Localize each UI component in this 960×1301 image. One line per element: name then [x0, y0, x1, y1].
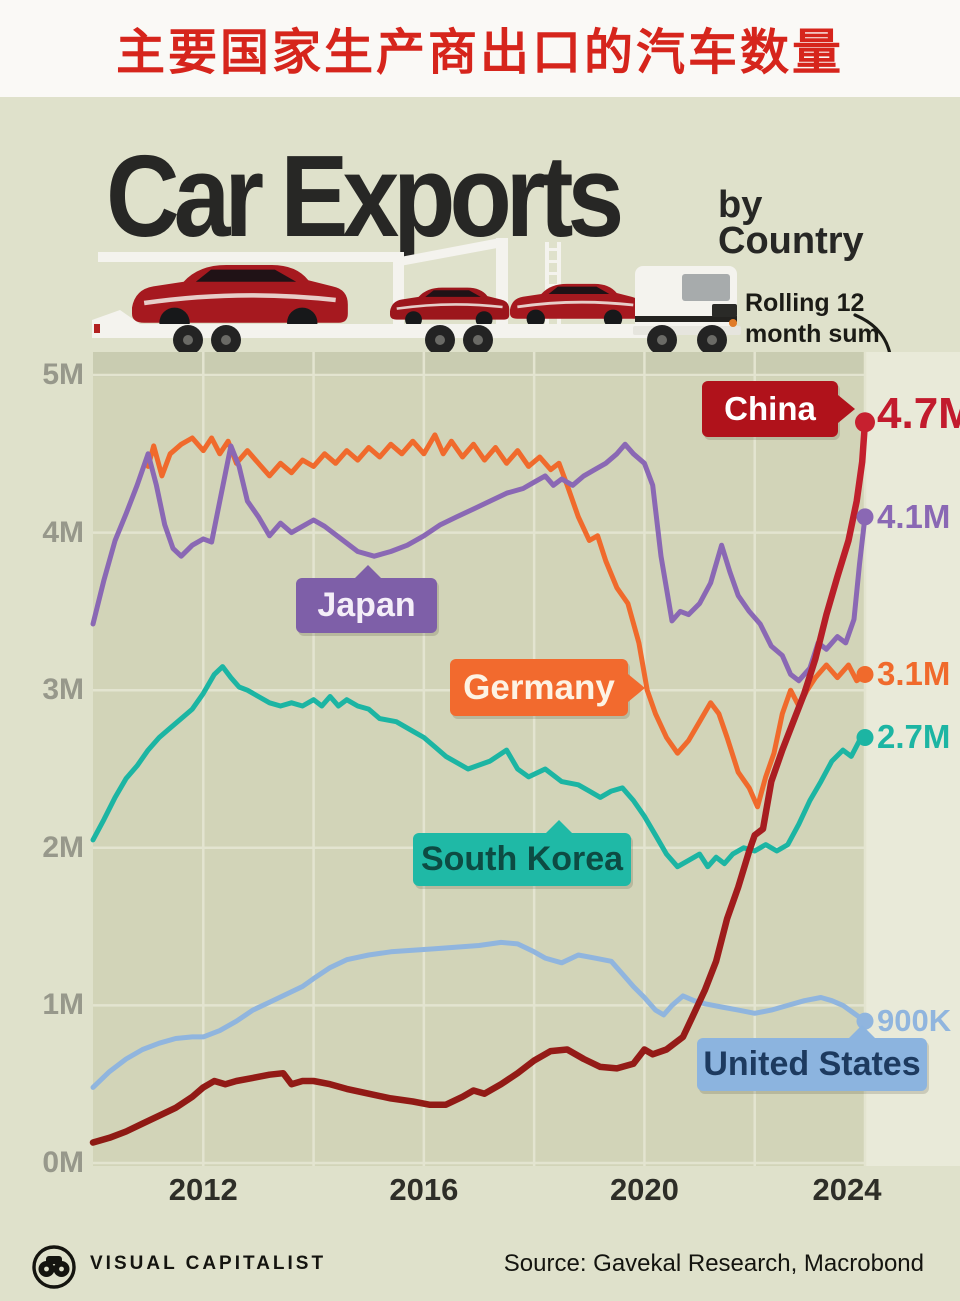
x-tick-2020: 2020 — [609, 1172, 679, 1207]
y-tick-2M: 2M — [42, 830, 84, 864]
x-tick-2016: 2016 — [389, 1172, 459, 1207]
chart-value-strip — [865, 352, 960, 1166]
brand-wordmark: VISUAL CAPITALIST — [90, 1253, 327, 1274]
subtitle-line2: Country — [718, 220, 864, 262]
y-tick-3M: 3M — [42, 673, 84, 707]
chart-plot-headroom — [93, 352, 865, 377]
y-tick-1M: 1M — [42, 988, 84, 1022]
end-value-japan: 4.1M — [877, 497, 951, 535]
page-title: Car Exports — [106, 131, 624, 262]
subtitle-line1: by — [718, 184, 763, 226]
y-tick-5M: 5M — [42, 358, 84, 391]
callout-germany-label: Germany — [463, 667, 615, 707]
x-tick-2012: 2012 — [168, 1172, 238, 1207]
y-tick-4M: 4M — [42, 515, 84, 549]
callout-china: China — [702, 381, 855, 437]
car-carrier-truck-icon — [92, 238, 741, 355]
callout-japan: Japan — [296, 565, 437, 633]
callout-china-label: China — [724, 390, 816, 427]
end-value-germany: 3.1M — [877, 655, 951, 693]
callout-united-states: United States — [697, 1025, 927, 1091]
end-value-china: 4.7M — [877, 389, 960, 439]
callout-south-korea-label: South Korea — [420, 840, 624, 878]
callout-united-states-label: United States — [703, 1045, 921, 1083]
annotation-line2: month sum — [745, 320, 880, 348]
y-tick-0M: 0M — [42, 1146, 84, 1179]
source-credit: Source: Gavekal Research, Macrobond — [503, 1250, 924, 1277]
title-banner: 主要国家生产商出口的汽车数量 — [0, 0, 960, 97]
page-subtitle: by Country — [718, 184, 864, 262]
callout-japan-label: Japan — [317, 586, 416, 624]
callout-south-korea: South Korea — [413, 820, 631, 886]
rolling-sum-annotation: Rolling 12 month sum — [745, 288, 880, 350]
annotation-line1: Rolling 12 — [745, 289, 865, 317]
end-value-united-states: 900K — [877, 1003, 952, 1039]
banner-title: 主要国家生产商出口的汽车数量 — [115, 26, 844, 80]
visual-capitalist-logo-icon — [32, 1245, 76, 1289]
end-value-south-korea: 2.7M — [877, 718, 951, 756]
x-tick-2024: 2024 — [812, 1172, 882, 1207]
callout-germany: Germany — [450, 659, 645, 716]
